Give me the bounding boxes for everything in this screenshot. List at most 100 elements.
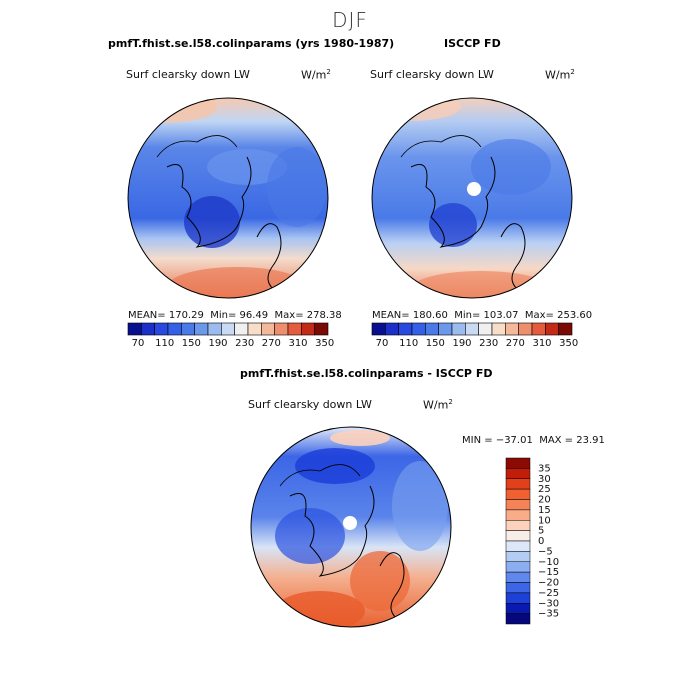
- panel3-colorbar-swatch: [505, 499, 531, 511]
- panel1-colorbar-tick-label: 310: [288, 338, 307, 349]
- panel2-colorbar-tick-label: 230: [479, 338, 498, 349]
- panel3-cold-west: [275, 508, 345, 564]
- panel3-max-label: MAX =: [539, 435, 574, 446]
- panel3-title: pmfT.fhist.se.l58.colinparams - ISCCP FD: [240, 367, 493, 380]
- panel2-colorbar-tick-label: 70: [376, 338, 389, 349]
- panel3-colorbar-swatch: [505, 468, 531, 479]
- panel3-colorbar-tick-label: −15: [538, 567, 559, 578]
- panel2-max-value: 253.60: [557, 310, 593, 321]
- panel1-units-text: W/m: [301, 68, 327, 82]
- panel1-colorbar: 70 110 150 190 230 270 310 350: [127, 322, 334, 349]
- panel2-colorbar-swatch: [505, 322, 519, 336]
- panel1-units-exp: 2: [326, 68, 331, 76]
- panel3-colorbar-swatch: [505, 457, 531, 469]
- panel3-colorbar-swatch: [505, 540, 531, 552]
- panel3-colorbar-swatch: [505, 509, 531, 521]
- panel3-units-text: W/m: [423, 398, 449, 412]
- panel2-colorbar-swatch: [385, 322, 399, 336]
- panel1-colorbar-swatch: [287, 322, 302, 336]
- panel1-variable: Surf clearsky down LW: [126, 68, 250, 81]
- panel3-variable: Surf clearsky down LW: [248, 398, 372, 411]
- panel2-colorbar-swatch: [545, 322, 559, 336]
- panel2-colorbar-tick-label: 270: [506, 338, 525, 349]
- panel2-colorbar-swatch: [398, 322, 413, 336]
- panel2-max-label: Max=: [524, 310, 554, 321]
- panel3-colorbar-swatch: [505, 478, 531, 490]
- panel3-colorbar-swatch: [505, 530, 531, 542]
- panel3-colorbar-tick-label: 10: [538, 515, 551, 526]
- panel3-units-exp: 2: [448, 398, 453, 406]
- panel2-colorbar-swatch: [411, 322, 426, 336]
- panel3-pole-hole: [343, 516, 357, 530]
- panel2-colorbar-swatch: [478, 322, 493, 336]
- panel1-map-border: [127, 97, 329, 299]
- panel2-cold-core: [429, 203, 477, 247]
- panel2-coastline-b: [500, 223, 526, 293]
- panel2-units-text: W/m: [545, 68, 571, 82]
- panel2-colorbar-swatch: [531, 322, 546, 336]
- panel2-colorbar-swatch: [558, 322, 573, 336]
- panel1-colorbar-swatch: [301, 322, 315, 336]
- panel3-colorbar-tick-label: 25: [538, 484, 551, 495]
- panel1-max-value: 278.38: [306, 310, 342, 321]
- panel2-variable: Surf clearsky down LW: [370, 68, 494, 81]
- panel1-colorbar-tick-label: 350: [315, 338, 334, 349]
- panel1-colorbar-tick-label: 150: [182, 338, 201, 349]
- panel2-colorbar-swatch: [518, 322, 533, 336]
- panel1-region-east: [267, 147, 327, 227]
- panel1-colorbar-swatch: [314, 322, 329, 336]
- panel2-colorbar: 70 110 150 190 230 270 310 350: [371, 322, 578, 349]
- panel3-cold-north: [295, 448, 375, 484]
- panel1-colorbar-swatch: [141, 322, 155, 336]
- panel2-colorbar-swatch: [425, 322, 439, 336]
- panel2-colorbar-swatch: [371, 322, 386, 336]
- panel2-colorbar-tick-label: 110: [399, 338, 418, 349]
- panel3-colorbar-tick-label: −10: [538, 557, 559, 568]
- panel3-colorbar-tick-label: 20: [538, 495, 551, 506]
- panel3-colorbar-swatch: [505, 571, 531, 583]
- panel2-colorbar-tick-label: 350: [559, 338, 578, 349]
- panel1-stats: MEAN= 170.29 Min= 96.49 Max= 278.38: [128, 310, 342, 321]
- panel3-colorbar-swatch: [505, 551, 531, 562]
- panel1-colorbar-swatch: [194, 322, 209, 336]
- panel3-map-border: [250, 426, 452, 628]
- panel3-colorbar-tick-label: −20: [538, 578, 559, 589]
- panel3-coastline-b: [379, 552, 405, 622]
- panel1-colorbar-swatch: [207, 322, 222, 336]
- panel3-units: W/m2: [423, 398, 453, 412]
- panel2-colorbar-tick-label: 150: [426, 338, 445, 349]
- panel3-colorbar-swatch: [505, 603, 531, 614]
- panel2-region-arctic: [471, 139, 551, 195]
- panel2-min-label: Min=: [454, 310, 481, 321]
- panel1-colorbar-tick-label: 110: [155, 338, 174, 349]
- panel3-colorbar-tick-label: 0: [538, 536, 544, 547]
- panel2-coastline-c: [400, 135, 482, 158]
- panel1-region-arctic: [207, 149, 287, 185]
- panel3-colorbar-swatch: [505, 592, 531, 604]
- panel2-warm-south: [411, 271, 551, 298]
- panel1-colorbar-tick-label: 70: [132, 338, 145, 349]
- panel2-title: ISCCP FD: [444, 37, 501, 50]
- panel1-colorbar-swatch: [154, 322, 169, 336]
- panel3-colorbar-swatch: [505, 613, 531, 625]
- panel3-warm-south: [275, 591, 365, 627]
- panel3-min-label: MIN =: [462, 435, 493, 446]
- panel1-min-label: Min=: [210, 310, 237, 321]
- panel1-colorbar-swatch: [127, 322, 142, 336]
- panel3-colorbar-swatch: [505, 561, 531, 573]
- panel3-colorbar-tick-label: 30: [538, 474, 551, 485]
- panel2-mean-label: MEAN=: [372, 310, 410, 321]
- panel3-colorbar-tick-label: −30: [538, 598, 559, 609]
- panel3-colorbar-tick-label: −5: [538, 546, 553, 557]
- panel1-units: W/m2: [301, 68, 331, 82]
- panel2-mean-value: 180.60: [412, 310, 448, 321]
- panel2-colorbar-swatch: [451, 322, 466, 336]
- panel2-colorbar-tick-label: 310: [532, 338, 551, 349]
- panel1-colorbar-swatch: [247, 322, 262, 336]
- panel2-map-border: [371, 97, 573, 299]
- panel1-coastline-b: [256, 223, 282, 293]
- panel3-min-value: −37.01: [495, 435, 533, 446]
- panel2-warm-north: [372, 98, 461, 121]
- panel3-polar-map: [250, 426, 452, 628]
